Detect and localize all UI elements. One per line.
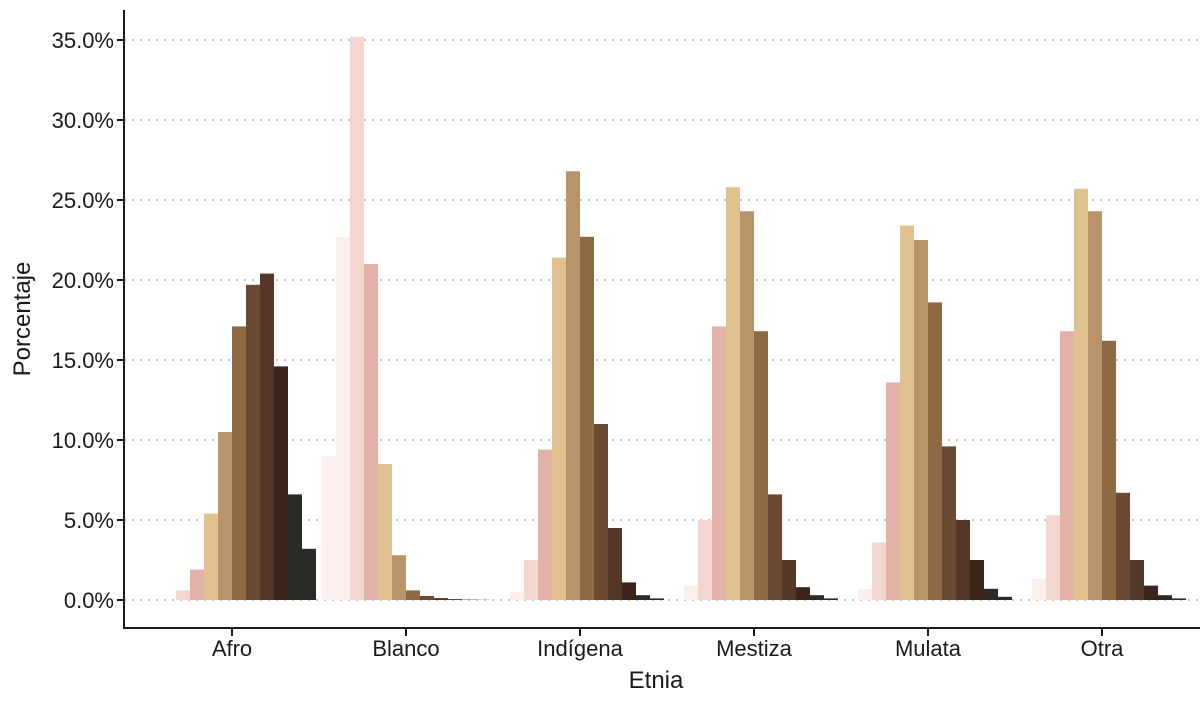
- y-tick-label: 30.0%: [52, 108, 114, 133]
- bar: [434, 598, 448, 600]
- bar: [232, 326, 246, 600]
- y-tick-label: 25.0%: [52, 188, 114, 213]
- bar: [928, 302, 942, 600]
- bar: [580, 236, 594, 601]
- bar: [594, 424, 608, 600]
- y-axis-title: Porcentaje: [9, 262, 36, 377]
- bar: [1046, 515, 1060, 600]
- bar: [726, 187, 740, 600]
- bar: [782, 560, 796, 600]
- bar: [510, 592, 524, 600]
- bar: [176, 590, 190, 600]
- bar: [350, 36, 364, 601]
- y-tick-label: 35.0%: [52, 28, 114, 53]
- bar: [190, 569, 204, 600]
- bar: [740, 211, 754, 600]
- bar: [914, 240, 928, 600]
- y-tick-label: 10.0%: [52, 428, 114, 453]
- bar: [392, 555, 406, 600]
- bar: [1158, 595, 1172, 600]
- bar: [754, 331, 768, 600]
- bar: [336, 236, 350, 601]
- bar: [900, 225, 914, 600]
- bar: [406, 590, 420, 600]
- bar: [274, 366, 288, 600]
- bar: [420, 596, 434, 600]
- bar: [1130, 560, 1144, 600]
- bar: [872, 542, 886, 600]
- bar: [608, 528, 622, 600]
- y-ticks: 0.0% 5.0% 10.0% 15.0% 20.0% 25.0% 30.0% 35.0%: [52, 28, 124, 613]
- x-tick-label: Indígena: [537, 636, 623, 661]
- x-tick-label: Otra: [1081, 636, 1125, 661]
- bar: [824, 598, 838, 600]
- bar: [970, 560, 984, 600]
- bar: [1060, 331, 1074, 600]
- bar: [538, 449, 552, 600]
- x-tick-label: Blanco: [372, 636, 439, 661]
- bar: [650, 598, 664, 600]
- y-tick-label: 5.0%: [64, 508, 114, 533]
- bar: [684, 585, 698, 600]
- bar: [796, 587, 810, 600]
- y-tick-label: 20.0%: [52, 268, 114, 293]
- bar: [448, 599, 462, 600]
- bar: [218, 432, 232, 600]
- bar: [1172, 598, 1186, 600]
- bar: [322, 456, 336, 600]
- bar: [288, 494, 302, 600]
- bar: [858, 588, 872, 600]
- gridlines: [124, 39, 1200, 601]
- bar: [886, 382, 900, 600]
- bar: [552, 257, 566, 600]
- bars: [176, 36, 1186, 601]
- bar: [1074, 188, 1088, 601]
- bar: [1144, 585, 1158, 600]
- bar: [302, 548, 316, 600]
- x-ticks: Afro Blanco Indígena Mestiza Mulata Otra: [212, 628, 1124, 661]
- bar: [768, 494, 782, 600]
- bar: [566, 171, 580, 600]
- x-axis-title: Etnia: [629, 667, 684, 694]
- bar: [1088, 211, 1102, 600]
- bar: [810, 595, 824, 600]
- bar: [984, 588, 998, 600]
- bar: [998, 596, 1012, 600]
- bar: [1102, 340, 1116, 600]
- y-tick-label: 15.0%: [52, 348, 114, 373]
- bar: [1116, 492, 1130, 600]
- bar: [712, 326, 726, 600]
- x-tick-label: Mulata: [895, 636, 962, 661]
- bar: [956, 520, 970, 600]
- bar: [636, 595, 650, 600]
- bar: [698, 520, 712, 600]
- bar: [1032, 579, 1046, 600]
- x-tick-label: Afro: [212, 636, 252, 661]
- bar: [524, 560, 538, 600]
- bar: [246, 284, 260, 600]
- x-tick-label: Mestiza: [716, 636, 793, 661]
- y-tick-label: 0.0%: [64, 588, 114, 613]
- bar: [622, 582, 636, 600]
- bar: [260, 273, 274, 600]
- bar: [364, 264, 378, 600]
- bar: [378, 464, 392, 600]
- bar: [942, 446, 956, 600]
- bar: [204, 513, 218, 600]
